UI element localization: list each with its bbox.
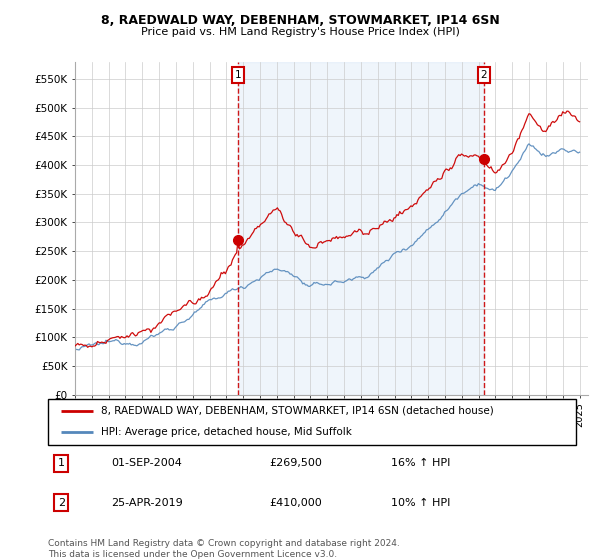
Text: 8, RAEDWALD WAY, DEBENHAM, STOWMARKET, IP14 6SN (detached house): 8, RAEDWALD WAY, DEBENHAM, STOWMARKET, I…: [101, 406, 494, 416]
Text: £269,500: £269,500: [270, 459, 323, 468]
Bar: [238, 62, 484, 395]
Text: 1: 1: [58, 459, 65, 468]
Text: 25-APR-2019: 25-APR-2019: [112, 498, 183, 507]
Text: 10% ↑ HPI: 10% ↑ HPI: [391, 498, 451, 507]
Text: 16% ↑ HPI: 16% ↑ HPI: [391, 459, 451, 468]
FancyBboxPatch shape: [48, 399, 576, 445]
Text: £410,000: £410,000: [270, 498, 323, 507]
Text: 2: 2: [481, 70, 487, 80]
Text: 01-SEP-2004: 01-SEP-2004: [112, 459, 182, 468]
Text: Price paid vs. HM Land Registry's House Price Index (HPI): Price paid vs. HM Land Registry's House …: [140, 27, 460, 37]
Text: Contains HM Land Registry data © Crown copyright and database right 2024.
This d: Contains HM Land Registry data © Crown c…: [48, 539, 400, 559]
Text: 8, RAEDWALD WAY, DEBENHAM, STOWMARKET, IP14 6SN: 8, RAEDWALD WAY, DEBENHAM, STOWMARKET, I…: [101, 14, 499, 27]
Text: 1: 1: [235, 70, 241, 80]
Text: HPI: Average price, detached house, Mid Suffolk: HPI: Average price, detached house, Mid …: [101, 427, 352, 437]
Text: 2: 2: [58, 498, 65, 507]
